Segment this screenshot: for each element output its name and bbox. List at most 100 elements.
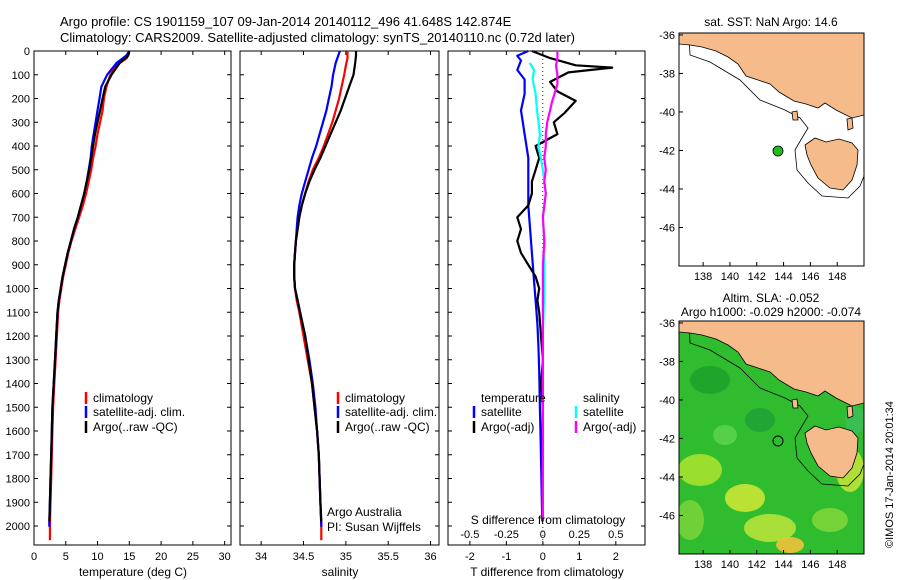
y-tick-label: -44 [659, 472, 675, 484]
y-tick-label: 1500 [6, 402, 30, 414]
y-tick-label: 1200 [6, 331, 30, 343]
x-tick-label: 0 [31, 551, 37, 563]
sla-blob [679, 454, 722, 486]
y-tick-label: 800 [12, 236, 30, 248]
sst-map [679, 33, 864, 266]
y-tick-label: 1300 [6, 355, 30, 367]
x-tick-label: 142 [748, 271, 766, 283]
salinity-xlabel: salinity [322, 565, 359, 579]
land-mainland [679, 321, 864, 407]
x-tick-label: -2 [465, 551, 475, 563]
salinity-annotation-line2: PI: Susan Wijffels [327, 520, 421, 534]
y-tick-label: 600 [12, 189, 30, 201]
y-tick-label: 1700 [6, 450, 30, 462]
y-tick-label: -40 [659, 107, 675, 119]
y-tick-label: -36 [659, 30, 675, 42]
x-tick-label: 0 [540, 551, 546, 563]
sla-blob [725, 484, 765, 512]
x-tick-label: 138 [694, 271, 712, 283]
sla-blob [745, 408, 775, 432]
sla-blob [776, 537, 804, 553]
salinity-diff-tick-label: 0.25 [569, 529, 590, 541]
salinity-annotation-line1: Argo Australia [327, 505, 402, 519]
salinity-chart: 34 34.5 35 35.5 36 [240, 50, 439, 563]
difference-plot-area [447, 50, 646, 546]
salinity-plot-area [239, 50, 440, 546]
x-tick-label: 20 [155, 551, 167, 563]
legend-title-temperature: temperature [481, 391, 546, 405]
y-tick-label: -46 [659, 510, 675, 522]
figure-title-line1: Argo profile: CS 1901159_107 09-Jan-2014… [60, 14, 512, 29]
y-tick-label: 2000 [6, 521, 30, 533]
series-temperature-argo-adj [516, 49, 614, 522]
sla-blob [713, 425, 737, 445]
y-tick-label: 1400 [6, 379, 30, 391]
x-tick-label: 138 [694, 559, 712, 571]
x-tick-label: 146 [801, 559, 819, 571]
figure-title-line2: Climatology: CARS2009. Satellite-adjuste… [60, 30, 575, 45]
land-mainland [679, 33, 864, 119]
y-tick-label: -46 [659, 222, 675, 234]
difference-legend: temperature salinity satellite Argo(-adj… [472, 391, 636, 434]
x-tick-label: 34 [255, 551, 267, 563]
sla-map [679, 321, 864, 554]
sla-map-axes: 138 140 142 144 146 148 -36 -38 -40 -42 -44 -46 [659, 318, 846, 571]
series-climatology [293, 51, 349, 541]
difference-top-label: S difference from climatology [471, 513, 626, 527]
x-tick-label: 142 [748, 559, 766, 571]
legend-label-temp-argo: Argo(-adj) [481, 420, 534, 434]
legend-label-argo: Argo(..raw -QC) [93, 420, 178, 434]
salinity-diff-tick-label: -0.25 [494, 529, 519, 541]
temperature-legend: climatology satellite-adj. clim. Argo(..… [84, 391, 185, 434]
land-king-island [791, 110, 799, 121]
x-tick-label: 2 [613, 551, 619, 563]
y-tick-label: 400 [12, 141, 30, 153]
y-tick-label: 300 [12, 117, 30, 129]
x-tick-label: 1 [576, 551, 582, 563]
x-tick-label: 144 [774, 559, 792, 571]
land-king-island [791, 398, 799, 409]
legend-title-salinity: salinity [583, 391, 620, 405]
x-tick-label: 148 [828, 559, 846, 571]
land-tasmania [804, 425, 859, 479]
y-tick-label: -38 [659, 356, 675, 368]
y-tick-label: 700 [12, 212, 30, 224]
sst-map-frame [678, 32, 865, 267]
x-tick-label: 140 [721, 559, 739, 571]
salinity-diff-tick-label: 0 [540, 529, 546, 541]
temperature-chart: 0100200300400500600700800900100011001200… [6, 46, 231, 563]
legend-label-temp-satellite: satellite [481, 405, 522, 419]
sla-blob [679, 500, 704, 540]
y-tick-label: -36 [659, 318, 675, 330]
x-tick-label: 140 [721, 271, 739, 283]
sla-map-title-line1: Altim. SLA: -0.052 [723, 291, 820, 305]
depth-contour-1000m [688, 321, 864, 487]
sla-blob [690, 366, 730, 394]
imos-watermark: ©IMOS 17-Jan-2014 20:01:34 [884, 401, 896, 548]
y-tick-label: 0 [24, 46, 30, 58]
salinity-diff-tick-label: 0.5 [608, 529, 623, 541]
series-argo-raw-qc [293, 51, 358, 522]
x-tick-label: 30 [219, 551, 231, 563]
sla-blob [744, 514, 796, 542]
y-tick-label: 100 [12, 70, 30, 82]
x-tick-label: 15 [123, 551, 135, 563]
legend-label-climatology: climatology [345, 391, 405, 405]
difference-xlabel: T difference from climatology [470, 565, 624, 579]
y-tick-label: 1100 [6, 307, 30, 319]
y-tick-label: -44 [659, 184, 675, 196]
temperature-xlabel: temperature (deg C) [79, 565, 187, 579]
y-tick-label: 900 [12, 260, 30, 272]
series-salinity-argo-adj [541, 51, 559, 522]
difference-chart: -2 -1 0 1 2 -0.5 -0.25 0 0.25 0.5 [448, 49, 645, 563]
sla-map-title-line2: Argo h1000: -0.029 h2000: -0.074 [681, 305, 861, 319]
temperature-plot-area [33, 50, 232, 546]
land-tasmania [804, 137, 859, 191]
legend-label-satellite: satellite-adj. clim. [93, 405, 185, 419]
y-tick-label: -42 [659, 145, 675, 157]
argo-position-marker [772, 435, 784, 447]
x-tick-label: 35.5 [377, 551, 398, 563]
y-tick-label: 1800 [6, 474, 30, 486]
legend-label-climatology: climatology [93, 391, 153, 405]
y-tick-label: 200 [12, 94, 30, 106]
